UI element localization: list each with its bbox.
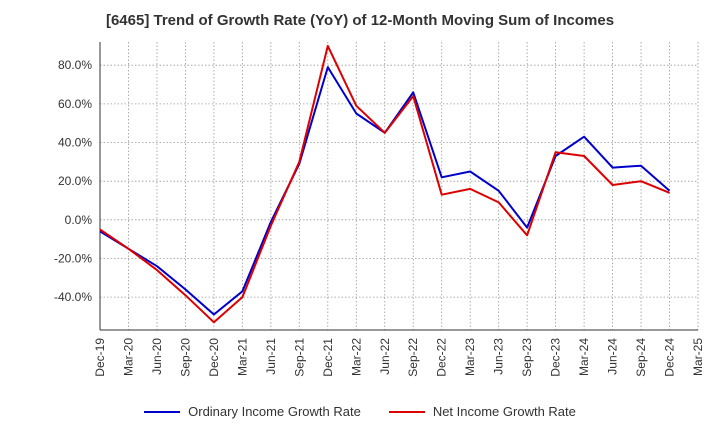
legend-swatch-ordinary [144, 410, 181, 413]
legend-item-ordinary: Ordinary Income Growth Rate [144, 404, 361, 419]
x-tick-label: Mar-25 [691, 338, 705, 376]
chart-title: [6465] Trend of Growth Rate (YoY) of 12-… [105, 12, 615, 29]
y-tick-label: -20.0% [54, 251, 92, 265]
y-tick-label: 60.0% [58, 97, 92, 111]
series-line-net-income [99, 44, 670, 324]
y-tick-label: 80.0% [58, 58, 92, 72]
x-tick-label: Sep-24 [634, 338, 648, 377]
y-tick-label: 20.0% [58, 174, 92, 188]
x-axis-labels: Dec-19 Mar-20 Jun-20 Sep-20 Dec-20 Mar-21 Jun-… [93, 338, 705, 377]
legend-label-ordinary: Ordinary Income Growth Rate [188, 404, 361, 419]
chart-axes [99, 42, 698, 331]
y-tick-label: -40.0% [54, 290, 92, 304]
x-tick-label: Mar-24 [577, 338, 591, 376]
x-tick-label: Dec-24 [663, 338, 677, 377]
x-tick-label: Jun-22 [378, 338, 392, 375]
x-tick-label: Mar-22 [349, 338, 363, 376]
x-tick-label: Jun-23 [492, 338, 506, 375]
x-tick-label: Jun-20 [150, 338, 164, 375]
x-tick-label: Dec-21 [321, 338, 335, 377]
x-tick-label: Mar-23 [463, 338, 477, 376]
y-tick-label: 40.0% [58, 136, 92, 150]
y-tick-label: 0.0% [65, 213, 93, 227]
legend-label-net: Net Income Growth Rate [432, 404, 576, 419]
x-tick-label: Sep-21 [292, 338, 306, 377]
x-tick-label: Sep-23 [520, 338, 534, 377]
x-tick-label: Dec-19 [93, 338, 107, 377]
legend-item-net: Net Income Growth Rate [388, 404, 576, 419]
x-tick-label: Jun-21 [264, 338, 278, 375]
x-tick-label: Sep-20 [178, 338, 192, 377]
x-tick-label: Sep-22 [406, 338, 420, 377]
x-tick-label: Dec-20 [207, 338, 221, 377]
legend-swatch-net [388, 410, 425, 413]
x-tick-label: Jun-24 [606, 338, 620, 375]
x-tick-label: Mar-20 [121, 338, 135, 376]
legend: Ordinary Income Growth Rate Net Income G… [0, 404, 720, 419]
x-tick-label: Dec-22 [435, 338, 449, 377]
x-tick-label: Mar-21 [235, 338, 249, 376]
chart-grid [100, 42, 699, 330]
y-axis-labels: -40.0% -20.0% 0.0% 20.0% 40.0% 60.0% 80.0% [54, 58, 92, 304]
series-lines [99, 44, 671, 324]
x-tick-label: Dec-23 [549, 338, 563, 377]
